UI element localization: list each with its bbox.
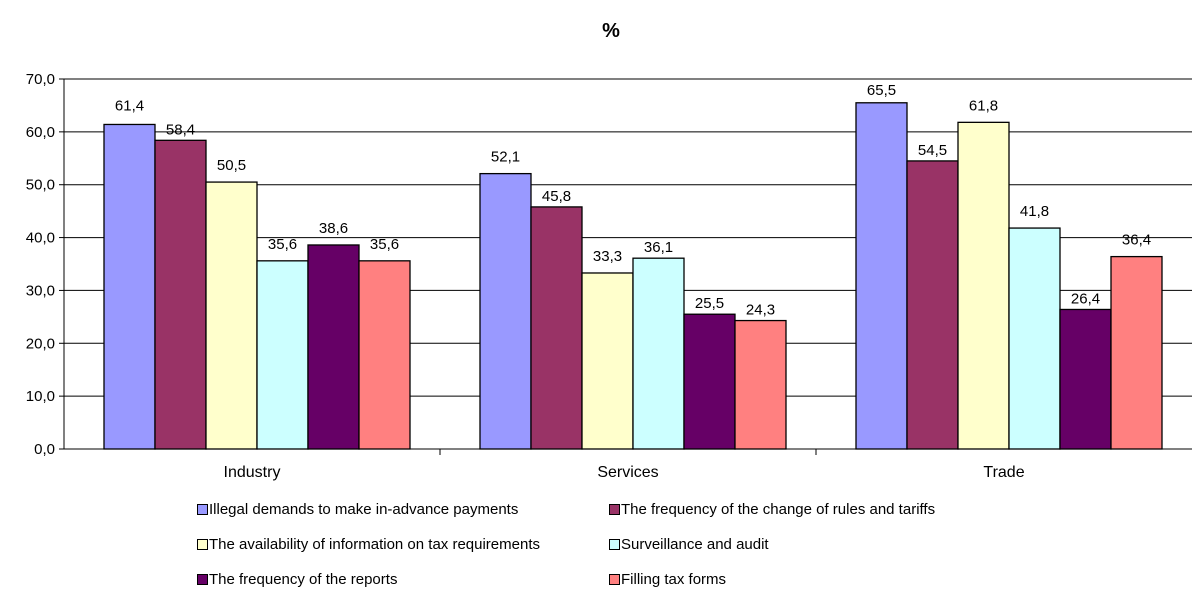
bar [479,172,532,450]
bar [205,181,258,450]
legend-item: Filling tax forms [609,571,726,589]
data-label: 50,5 [217,157,246,174]
data-label: 35,6 [268,236,297,253]
data-label: 36,1 [644,239,673,256]
data-label: 61,4 [115,97,144,114]
bars [103,102,1163,450]
y-tick-label: 60,0 [26,124,55,141]
legend-item: The availability of information on tax r… [197,536,540,554]
legend-swatch [609,504,620,515]
y-tick-label: 30,0 [26,282,55,299]
legend-swatch [609,574,620,585]
bar [734,319,787,450]
axes: 0,0 10,0 20,0 30,0 40,0 50,0 60,0 70,0 Industry S… [26,71,1192,481]
data-label: 36,4 [1122,232,1151,249]
bar [103,123,156,450]
bar [683,313,736,450]
data-labels: 61,4 58,4 50,5 35,6 38,6 35,6 52,1 45,8 33,3 36,1… [115,82,1151,319]
bar [1110,255,1163,450]
data-label: 65,5 [867,82,896,99]
legend-item: The frequency of the reports [197,571,397,589]
legend-item: Illegal demands to make in-advance payme… [197,501,518,519]
bar [256,260,309,450]
bar [307,244,360,450]
data-label: 52,1 [491,149,520,166]
data-label: 38,6 [319,220,348,237]
bar [855,102,908,450]
x-tick-label: Industry [224,464,281,481]
legend-swatch [609,539,620,550]
bar [581,272,634,450]
data-label: 24,3 [746,302,775,319]
y-tick-label: 0,0 [34,441,55,458]
legend-label: The frequency of the change of rules and… [621,501,936,518]
bar [1059,308,1112,450]
x-tick-label: Services [597,464,658,481]
data-label: 58,4 [166,121,195,138]
data-label: 45,8 [542,188,571,205]
legend-label: Illegal demands to make in-advance payme… [209,501,519,518]
data-label: 41,8 [1020,203,1049,220]
bar [530,206,583,450]
legend-swatch [197,504,208,515]
y-tick-label: 10,0 [26,388,55,405]
legend-swatch [197,574,208,585]
legend-swatch [197,539,208,550]
bar [358,260,411,450]
legend-label: The availability of information on tax r… [209,536,540,553]
data-label: 26,4 [1071,290,1100,307]
chart-title: % [602,20,620,42]
x-tick-label: Trade [983,464,1024,481]
y-tick-label: 50,0 [26,177,55,194]
legend-label: Surveillance and audit [621,536,769,553]
bar [906,160,959,450]
y-tick-label: 70,0 [26,71,55,88]
data-label: 33,3 [593,248,622,265]
bar [154,139,207,450]
y-tick-label: 40,0 [26,230,55,247]
bar [1008,227,1061,450]
legend-item: The frequency of the change of rules and… [609,501,935,519]
legend-label: Filling tax forms [621,571,727,588]
data-label: 54,5 [918,142,947,159]
data-label: 61,8 [969,97,998,114]
bar [957,121,1010,450]
data-label: 25,5 [695,295,724,312]
bar [632,257,685,450]
legend-item: Surveillance and audit [609,536,769,554]
data-label: 35,6 [370,236,399,253]
y-tick-label: 20,0 [26,335,55,352]
legend-label: The frequency of the reports [209,571,398,588]
